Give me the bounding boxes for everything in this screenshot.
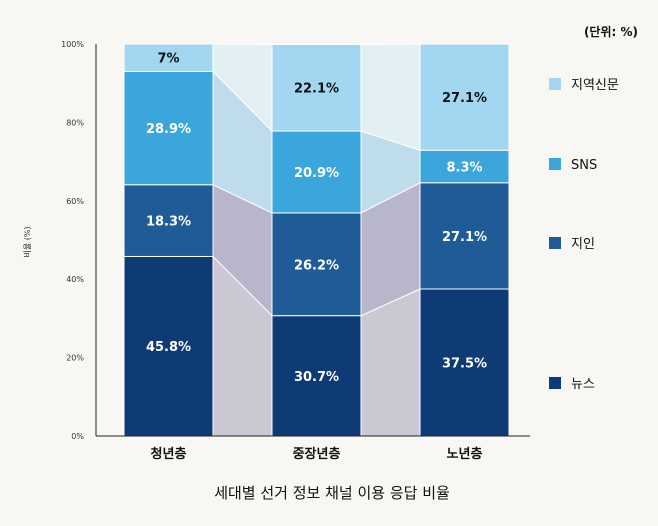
bar-1-0 [271, 315, 362, 437]
connector-layer [212, 43, 421, 437]
bar-1-3 [271, 43, 362, 132]
x-tick-layer: 청년층 중장년층 노년층 [151, 446, 483, 462]
data-label-1-2: 20.9% [294, 166, 339, 181]
legend-swatch [549, 377, 561, 389]
bar-layer [123, 43, 510, 437]
bar-0-0 [123, 255, 214, 437]
data-label-0-3: 7% [157, 52, 179, 67]
bar-2-0 [419, 288, 510, 437]
legend-label: 지인 [571, 237, 595, 252]
bar-2-2 [419, 149, 510, 184]
legend-swatch [549, 158, 561, 170]
y-tick-label: 0% [71, 432, 84, 441]
axis-layer [95, 44, 530, 437]
legend-label: SNS [571, 158, 597, 173]
data-label-0-1: 18.3% [146, 215, 191, 230]
chart-title: 세대별 선거 정보 채널 이용 응답 비율 [214, 484, 450, 502]
legend-swatch [549, 237, 561, 249]
legend-label: 뉴스 [571, 377, 595, 392]
y-tick-label: 60% [66, 197, 84, 206]
data-label-2-3: 27.1% [442, 91, 487, 106]
data-label-0-0: 45.8% [146, 340, 191, 355]
unit-note: (단위: %) [584, 24, 638, 39]
bar-0-2 [123, 70, 214, 186]
bar-2-3 [419, 43, 510, 151]
connector-1-3 [360, 43, 421, 151]
y-tick-label: 20% [66, 354, 84, 363]
data-label-2-2: 8.3% [446, 161, 482, 176]
bar-1-1 [271, 212, 362, 317]
y-tick-label: 80% [66, 118, 84, 127]
data-label-1-0: 30.7% [294, 370, 339, 385]
data-label-layer: 45.8% 18.3% 28.9% 7% 30.7% 26.2% 20.9% 22.1% 37.… [146, 52, 487, 385]
data-label-2-1: 27.1% [442, 230, 487, 245]
data-label-1-1: 26.2% [294, 258, 339, 273]
data-label-1-3: 22.1% [294, 82, 339, 97]
y-tick-layer: 0% 20% 40% 60% 80% 100% [61, 40, 84, 441]
bar-1-2 [271, 130, 362, 214]
data-label-2-0: 37.5% [442, 357, 487, 372]
y-tick-label: 100% [61, 40, 84, 49]
x-tick-label: 노년층 [447, 446, 483, 462]
y-tick-label: 40% [66, 275, 84, 284]
legend-label: 지역신문 [571, 78, 619, 93]
bar-0-1 [123, 184, 214, 257]
x-tick-label: 중장년층 [293, 446, 341, 462]
y-axis-label: 비율 (%) [23, 226, 32, 257]
data-label-0-2: 28.9% [146, 122, 191, 137]
x-tick-label: 청년층 [151, 446, 187, 462]
bar-0-3 [123, 43, 214, 72]
bar-2-1 [419, 182, 510, 290]
legend-swatch [549, 78, 561, 90]
